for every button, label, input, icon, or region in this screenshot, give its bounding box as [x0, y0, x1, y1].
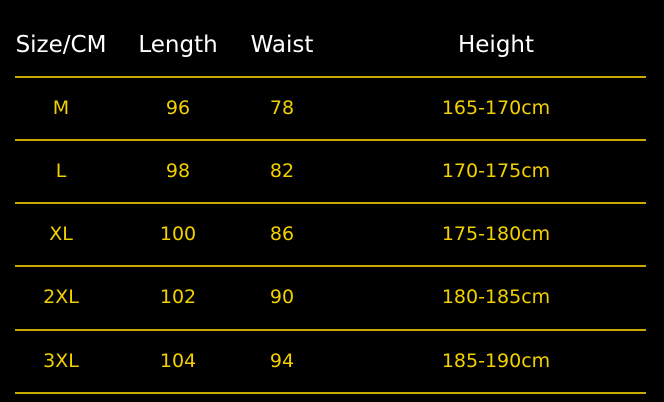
- row-divider: [15, 329, 646, 331]
- cell-size: XL: [49, 223, 73, 245]
- cell-waist: 82: [269, 160, 295, 182]
- cell-length: 104: [159, 350, 197, 372]
- cell-length: 100: [159, 223, 197, 245]
- cell-size: 2XL: [43, 286, 79, 308]
- row-divider: [15, 76, 646, 78]
- cell-height: 180-185cm: [441, 286, 551, 308]
- table-row: 2XL 102 90 180-185cm: [0, 277, 664, 317]
- table-row: 3XL 104 94 185-190cm: [0, 341, 664, 381]
- header-waist: Waist: [250, 32, 314, 58]
- cell-waist: 86: [269, 223, 295, 245]
- cell-waist: 90: [269, 286, 295, 308]
- cell-length: 98: [165, 160, 191, 182]
- header-height: Height: [457, 32, 535, 58]
- cell-length: 102: [159, 286, 197, 308]
- table-row: XL 100 86 175-180cm: [0, 214, 664, 254]
- cell-size: L: [55, 160, 67, 182]
- header-length: Length: [138, 32, 218, 58]
- table-row: M 96 78 165-170cm: [0, 88, 664, 128]
- row-divider: [15, 265, 646, 267]
- table-row: L 98 82 170-175cm: [0, 151, 664, 191]
- cell-height: 165-170cm: [441, 97, 551, 119]
- cell-size: M: [52, 97, 70, 119]
- cell-height: 185-190cm: [441, 350, 551, 372]
- cell-waist: 78: [269, 97, 295, 119]
- row-divider: [15, 392, 646, 394]
- header-row: Size/CM Length Waist Height: [0, 25, 664, 65]
- header-size: Size/CM: [15, 32, 107, 58]
- cell-waist: 94: [269, 350, 295, 372]
- row-divider: [15, 139, 646, 141]
- row-divider: [15, 202, 646, 204]
- cell-height: 170-175cm: [441, 160, 551, 182]
- cell-length: 96: [165, 97, 191, 119]
- cell-height: 175-180cm: [441, 223, 551, 245]
- cell-size: 3XL: [43, 350, 79, 372]
